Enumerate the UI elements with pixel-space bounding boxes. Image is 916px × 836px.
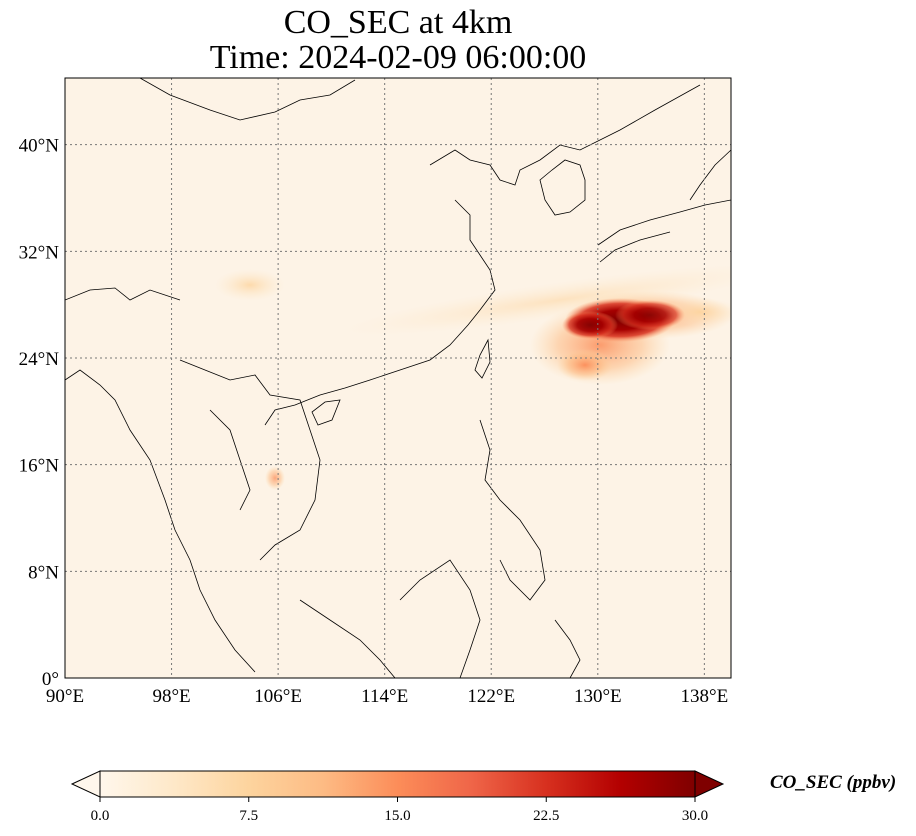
coastlines [65, 78, 731, 678]
colorbar: 0.0 7.5 15.0 22.5 30.0 CO_SEC (ppbv) [70, 770, 896, 824]
colorbar-tick-label: 0.0 [91, 808, 110, 824]
colorbar-tick-labels: 0.0 7.5 15.0 22.5 30.0 [91, 797, 708, 824]
colorbar-tick-label: 15.0 [384, 808, 410, 824]
map-subtitle-time: Time: 2024-02-09 06:00:00 [209, 39, 587, 76]
colorbar-tick-label: 7.5 [239, 808, 258, 824]
colorbar-extend-max [694, 770, 725, 798]
lon-tick-label: 106°E [254, 686, 302, 707]
latitude-tick-labels: 0° 8°N 16°N 24°N 32°N 40°N [19, 136, 60, 690]
colorbar-label: CO_SEC (ppbv) [770, 772, 896, 793]
lon-tick-label: 114°E [361, 686, 408, 707]
map-gridlines [65, 78, 731, 678]
map-title: CO_SEC at 4km [283, 4, 513, 41]
lat-tick-label: 24°N [19, 349, 60, 370]
lon-tick-label: 138°E [681, 686, 729, 707]
lon-tick-label: 130°E [574, 686, 622, 707]
lat-tick-label: 8°N [28, 562, 59, 583]
map-frame [64, 77, 732, 679]
lon-tick-label: 122°E [467, 686, 515, 707]
lat-tick-label: 32°N [19, 242, 60, 263]
concentration-field [65, 78, 731, 678]
colorbar-extend-min [70, 770, 101, 798]
lon-tick-label: 98°E [152, 686, 190, 707]
lat-tick-label: 16°N [19, 456, 60, 477]
colorbar-gradient [100, 771, 695, 797]
colorbar-tick-label: 22.5 [533, 808, 559, 824]
longitude-tick-labels: 90°E 98°E 106°E 114°E 122°E 130°E 138°E [46, 686, 728, 707]
colorbar-tick-label: 30.0 [682, 808, 708, 824]
lon-tick-label: 90°E [46, 686, 84, 707]
lat-tick-label: 0° [42, 669, 59, 690]
lat-tick-label: 40°N [19, 136, 60, 157]
